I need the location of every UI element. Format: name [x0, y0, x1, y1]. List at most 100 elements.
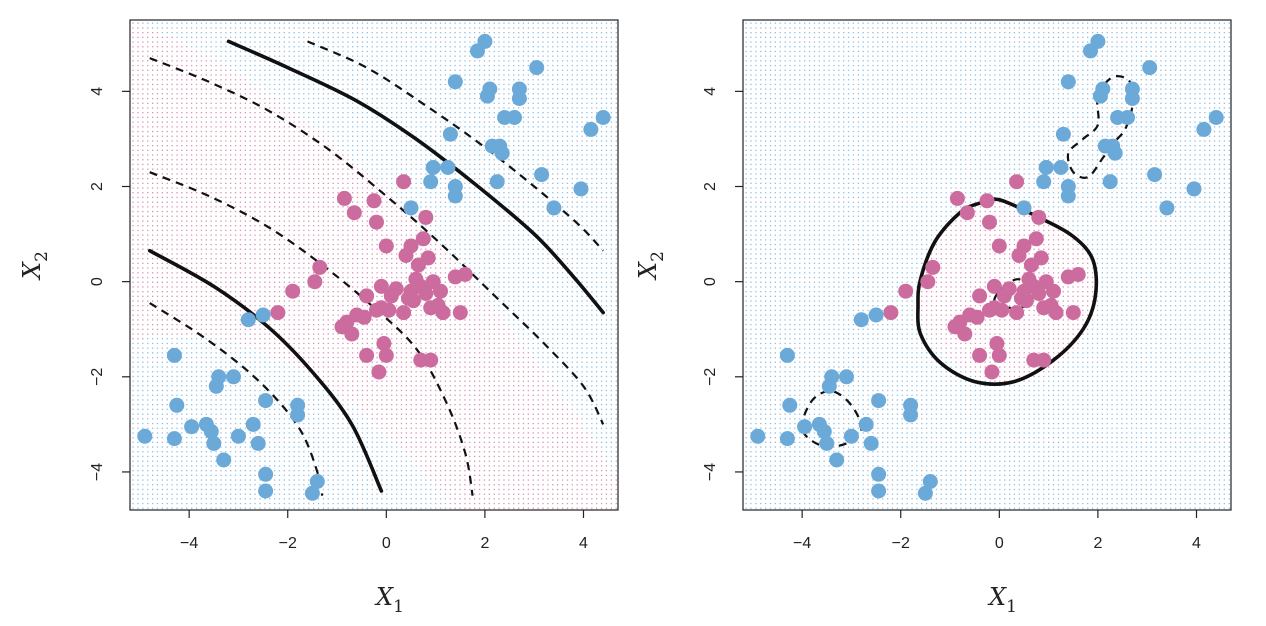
- data-point: [258, 466, 274, 482]
- data-point: [546, 200, 562, 216]
- x-tick-label: 4: [579, 535, 588, 552]
- data-point: [184, 419, 200, 435]
- data-point: [1186, 181, 1202, 197]
- data-point: [1048, 305, 1064, 321]
- data-point: [507, 110, 522, 125]
- x-axis-title: X1: [374, 583, 404, 617]
- decision-boundary-line-2: [147, 248, 384, 493]
- data-point: [1120, 110, 1135, 125]
- data-point: [1090, 33, 1106, 49]
- data-point: [595, 110, 611, 125]
- data-point: [829, 452, 845, 468]
- data-point: [258, 483, 274, 499]
- data-point: [1060, 179, 1076, 194]
- data-point: [356, 309, 372, 325]
- plot-frame: [742, 19, 1232, 511]
- data-point: [423, 174, 439, 190]
- data-point: [883, 305, 899, 321]
- data-point: [489, 174, 505, 190]
- x-tick-label: 4: [1192, 535, 1201, 552]
- data-point: [420, 250, 436, 266]
- data-point: [307, 274, 323, 290]
- data-point: [378, 347, 394, 363]
- y-tick-label: −4: [702, 463, 719, 481]
- data-point: [1031, 286, 1047, 301]
- data-point: [373, 278, 389, 294]
- data-point: [903, 407, 919, 423]
- x-tick-label: −2: [279, 535, 297, 552]
- data-point: [494, 145, 510, 161]
- data-point: [442, 126, 458, 142]
- data-point: [1102, 174, 1118, 190]
- data-point: [984, 364, 1000, 380]
- series-1: [750, 33, 1224, 501]
- data-point: [991, 347, 1007, 363]
- x-tick-label: 0: [995, 535, 1004, 552]
- data-point: [779, 431, 795, 447]
- data-point: [309, 474, 325, 489]
- data-point: [972, 288, 988, 304]
- y-tick-label: −4: [89, 463, 106, 481]
- data-point: [797, 419, 813, 435]
- data-point: [396, 174, 412, 190]
- data-point: [917, 485, 933, 501]
- data-point: [206, 435, 222, 451]
- data-point: [922, 474, 938, 489]
- data-point: [529, 60, 545, 76]
- data-point: [240, 312, 256, 328]
- margin-dashed-line-1: [307, 40, 604, 252]
- data-point: [1208, 110, 1224, 125]
- data-point: [369, 214, 384, 230]
- data-point: [423, 352, 439, 368]
- data-point: [972, 347, 988, 363]
- decision-boundary-line-1: [916, 197, 1099, 386]
- data-point: [255, 307, 271, 323]
- data-point: [270, 305, 286, 321]
- data-point: [418, 209, 434, 225]
- data-point: [1070, 267, 1086, 282]
- series-2: [270, 174, 473, 380]
- data-point: [388, 281, 404, 297]
- data-point: [376, 336, 392, 351]
- data-point: [290, 407, 306, 423]
- data-point: [440, 160, 456, 175]
- margin-dashed-line-3: [149, 171, 474, 496]
- data-point: [1009, 305, 1025, 321]
- data-point: [346, 205, 362, 221]
- data-point: [344, 326, 360, 342]
- data-point: [1036, 174, 1052, 190]
- data-point: [230, 428, 246, 444]
- data-point: [433, 283, 448, 299]
- y-tick-label: −2: [89, 368, 106, 386]
- chart-panel-2: −4 −2 0 2 4 −4 −2 0 2 4 X1 X2: [634, 19, 1232, 617]
- data-point: [285, 283, 301, 299]
- data-point: [447, 179, 463, 194]
- data-point: [1009, 174, 1025, 190]
- data-point: [868, 307, 884, 323]
- data-point: [839, 369, 854, 385]
- data-point: [250, 435, 266, 451]
- data-point: [1159, 200, 1175, 216]
- data-point: [366, 193, 382, 209]
- data-point: [1016, 200, 1032, 216]
- data-point: [1001, 281, 1017, 297]
- y-axis-title: X2: [18, 251, 52, 281]
- data-point: [166, 347, 182, 363]
- data-point: [1124, 91, 1140, 106]
- data-point: [203, 424, 219, 439]
- data-point: [452, 305, 468, 321]
- data-point: [1060, 74, 1076, 90]
- x-tick-label: −4: [180, 535, 198, 552]
- data-point: [371, 364, 387, 380]
- data-point: [816, 424, 832, 439]
- data-point: [819, 435, 835, 451]
- data-point: [1095, 81, 1111, 97]
- data-point: [1046, 283, 1061, 299]
- data-point: [1142, 60, 1158, 76]
- data-point: [336, 190, 352, 206]
- prediction-grid: [132, 22, 617, 509]
- data-point: [1053, 160, 1069, 175]
- data-point: [245, 416, 261, 432]
- data-point: [258, 393, 274, 409]
